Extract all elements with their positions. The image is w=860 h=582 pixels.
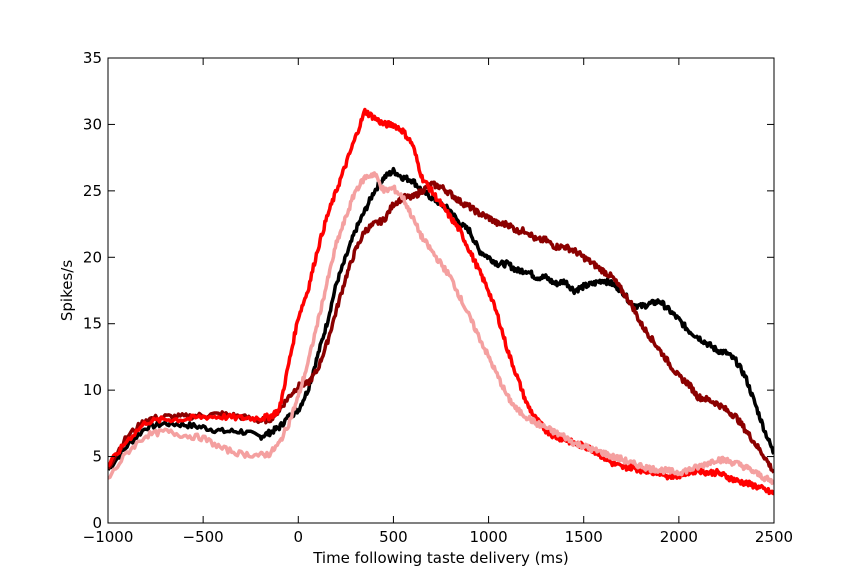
ticks-layer <box>107 57 775 524</box>
labels-layer: −1000 −500 0 500 1000 1500 2000 2500 0 5 10 15 20 25 3… <box>83 49 793 546</box>
x-tick-label: 0 <box>294 528 304 546</box>
y-tick-label: 10 <box>83 381 102 399</box>
x-tick-label: 1500 <box>565 528 603 546</box>
series-line-4 <box>108 171 774 486</box>
x-axis-label: Time following taste delivery (ms) <box>312 549 569 567</box>
plot-frame <box>107 57 775 524</box>
x-tick-label: −1000 <box>83 528 134 546</box>
y-tick-label: 20 <box>83 248 102 266</box>
series-line-1 <box>108 166 774 471</box>
y-tick-label: 5 <box>92 448 102 466</box>
series-line-2 <box>108 180 774 474</box>
x-tick-label: 500 <box>379 528 408 546</box>
series-layer <box>108 107 774 496</box>
x-tick-label: 1000 <box>469 528 507 546</box>
x-tick-label: −500 <box>183 528 224 546</box>
x-tick-label: 2000 <box>660 528 698 546</box>
y-tick-label: 35 <box>83 49 102 67</box>
y-tick-label: 15 <box>83 315 102 333</box>
x-tick-label: 2500 <box>755 528 793 546</box>
series-line-3 <box>108 107 774 496</box>
y-tick-label: 30 <box>83 115 102 133</box>
y-tick-label: 0 <box>92 514 102 532</box>
y-tick-label: 25 <box>83 182 102 200</box>
y-axis-label: Spikes/s <box>58 260 76 321</box>
